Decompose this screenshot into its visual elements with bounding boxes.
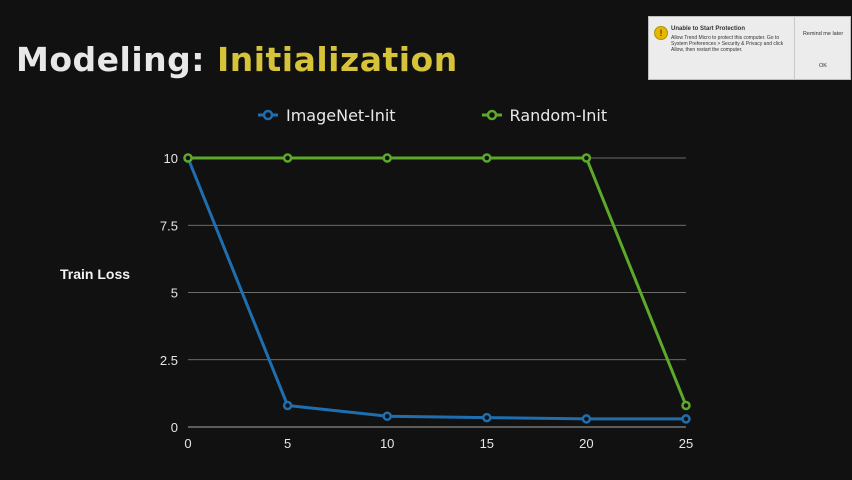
data-point-random <box>681 400 691 411</box>
remind-later-button[interactable]: Remind me later <box>802 31 844 37</box>
data-point-random <box>581 153 592 163</box>
x-tick-label: 25 <box>679 436 693 451</box>
data-point-random <box>382 153 392 163</box>
series-line-imagenet <box>186 157 686 421</box>
y-tick-label: 10 <box>164 151 178 166</box>
legend-item-imagenet: ImageNet-Init <box>258 106 396 125</box>
x-tick-label: 0 <box>184 436 191 451</box>
series-line-random <box>188 156 688 407</box>
chart-legend: ImageNet-Init Random-Init <box>258 104 607 126</box>
x-tick-label: 15 <box>480 436 494 451</box>
x-tick-label: 10 <box>380 436 394 451</box>
y-tick-label: 0 <box>171 420 178 435</box>
data-point-imagenet <box>282 400 293 411</box>
warning-icon: ! <box>654 26 668 40</box>
data-point-random <box>183 153 193 163</box>
notification-message: Allow Trend Micro to protect this comput… <box>671 35 784 53</box>
slide-title-accent: Initialization <box>216 40 458 79</box>
notification-divider <box>794 17 795 79</box>
y-axis-title: Train Loss <box>60 266 131 282</box>
slide-title-main: Modeling: <box>16 40 217 79</box>
x-tick-label: 20 <box>579 436 593 451</box>
y-tick-label: 5 <box>171 286 178 301</box>
notification-body: Unable to Start Protection Allow Trend M… <box>671 26 791 53</box>
y-tick-label: 2.5 <box>160 353 178 368</box>
slide-title: Modeling: Initialization <box>16 40 458 79</box>
legend-label-imagenet: ImageNet-Init <box>286 105 396 125</box>
ok-button[interactable]: OK <box>819 63 827 69</box>
notification-popup: ! Unable to Start Protection Allow Trend… <box>648 16 851 80</box>
data-point-random <box>482 153 492 163</box>
legend-marker-imagenet-icon <box>258 109 278 121</box>
legend-label-random: Random-Init <box>509 105 608 125</box>
x-tick-label: 5 <box>284 436 291 451</box>
notification-title: Unable to Start Protection <box>671 26 746 32</box>
data-point-imagenet <box>681 414 691 424</box>
data-point-imagenet <box>482 412 492 423</box>
legend-marker-random-icon <box>481 109 502 121</box>
data-point-random <box>282 153 293 163</box>
data-point-imagenet <box>581 414 592 424</box>
y-tick-label: 7.5 <box>160 218 178 233</box>
data-point-imagenet <box>382 411 392 421</box>
legend-item-random: Random-Init <box>481 105 608 125</box>
